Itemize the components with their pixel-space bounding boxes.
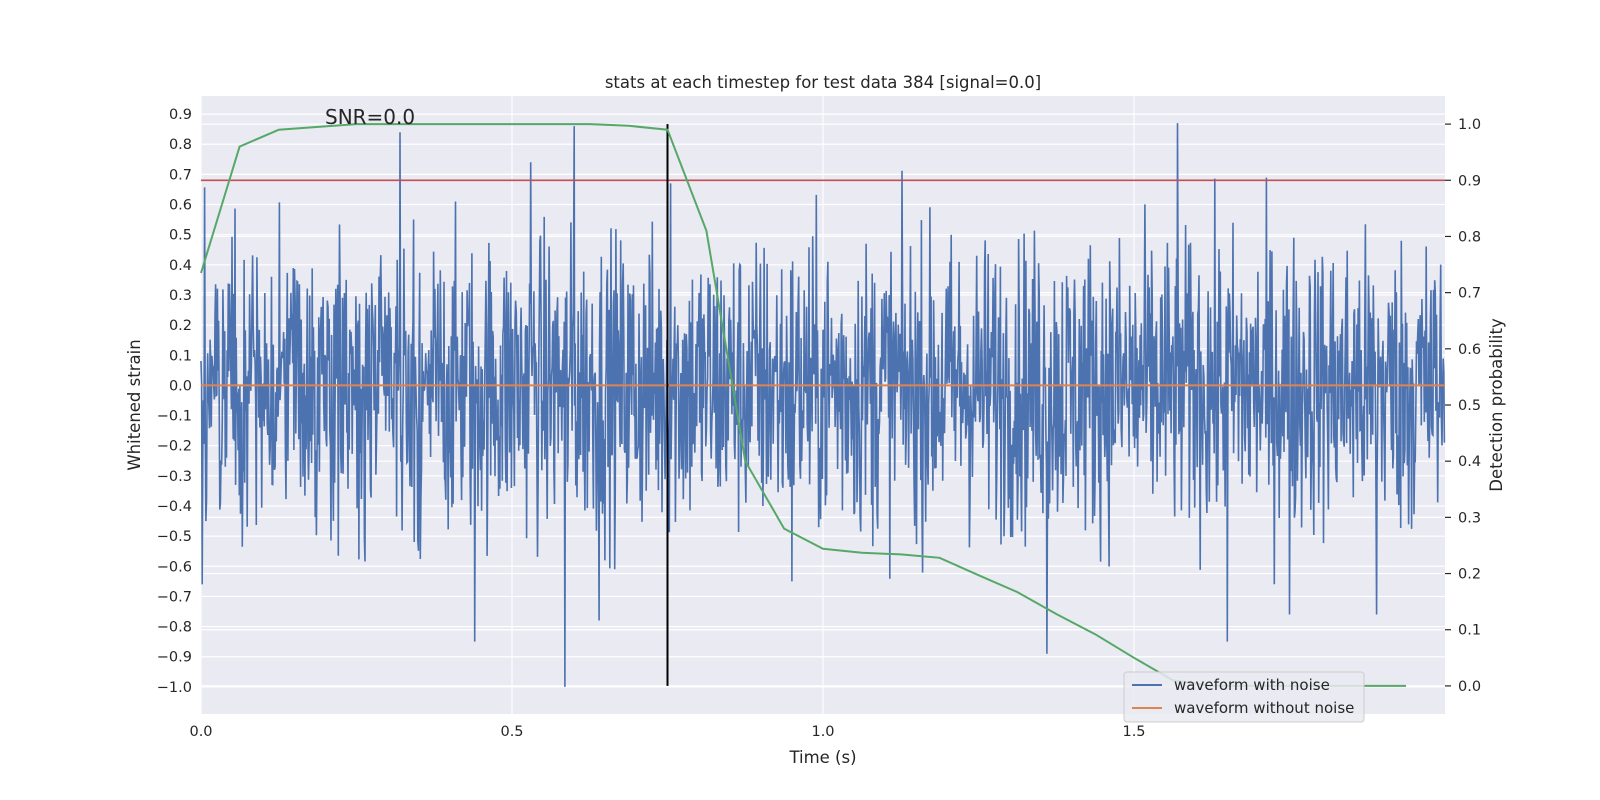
y-tick-label: 0.4	[169, 258, 192, 274]
y-tick-label: −0.2	[157, 439, 192, 455]
right-axis: 1.0 0.9 0.8 0.7 0.6 0.5 0.4 0.3 0.2 0.1 0.0	[1445, 117, 1481, 695]
y-tick-label: −0.3	[157, 469, 192, 485]
x-tick-label: 0.5	[500, 724, 523, 740]
y-right-tick-label: 1.0	[1458, 117, 1481, 133]
x-tick-label: 0.0	[189, 724, 212, 740]
y-tick-label: 0.6	[169, 198, 192, 214]
legend-label-clean: waveform without noise	[1174, 699, 1354, 717]
y-right-tick-label: 0.8	[1458, 229, 1481, 245]
x-tick-label: 1.5	[1122, 724, 1145, 740]
y-axis-label: Whitened strain	[125, 339, 144, 470]
y-tick-label: −0.8	[157, 620, 192, 636]
left-axis: 0.9 0.8 0.7 0.6 0.5 0.4 0.3 0.2 0.1 0.0 −0.1 −0.2 −0…	[157, 107, 192, 696]
x-tick-label: 1.0	[811, 724, 834, 740]
y-tick-label: 0.5	[169, 228, 192, 244]
y-right-axis-label: Detection probability	[1487, 318, 1506, 492]
y-tick-label: 0.1	[169, 348, 192, 364]
y-tick-label: −0.4	[157, 499, 192, 515]
y-tick-label: 0.3	[169, 288, 192, 304]
y-tick-label: −0.9	[157, 650, 192, 666]
series-waveform-with-noise	[200, 123, 1446, 687]
y-tick-label: 0.0	[169, 378, 192, 394]
y-tick-label: −0.5	[157, 529, 192, 545]
legend-box	[1123, 671, 1365, 723]
y-tick-label: −0.1	[157, 409, 192, 425]
y-tick-label: 0.9	[169, 107, 192, 123]
legend-label-noise: waveform with noise	[1174, 676, 1330, 694]
snr-annotation: SNR=0.0	[325, 105, 415, 129]
y-tick-label: −1.0	[157, 680, 192, 696]
y-right-tick-label: 0.5	[1458, 398, 1481, 414]
y-right-tick-label: 0.4	[1458, 454, 1481, 470]
y-right-tick-label: 0.2	[1458, 567, 1481, 583]
y-right-tick-label: 0.1	[1458, 623, 1481, 639]
y-right-tick-label: 0.0	[1458, 679, 1481, 695]
chart-title: stats at each timestep for test data 384…	[605, 73, 1041, 92]
x-axis-label: Time (s)	[788, 748, 856, 767]
y-tick-label: −0.7	[157, 589, 192, 605]
y-tick-label: 0.8	[169, 137, 192, 153]
y-right-tick-label: 0.7	[1458, 286, 1481, 302]
y-tick-label: 0.2	[169, 318, 192, 334]
y-tick-label: 0.7	[169, 167, 192, 183]
y-right-tick-label: 0.6	[1458, 342, 1481, 358]
y-right-tick-label: 0.3	[1458, 510, 1481, 526]
y-right-tick-label: 0.9	[1458, 173, 1481, 189]
y-tick-label: −0.6	[157, 559, 192, 575]
x-axis: 0.0 0.5 1.0 1.5	[189, 724, 1145, 740]
legend: waveform with noise waveform without noi…	[1123, 671, 1365, 723]
